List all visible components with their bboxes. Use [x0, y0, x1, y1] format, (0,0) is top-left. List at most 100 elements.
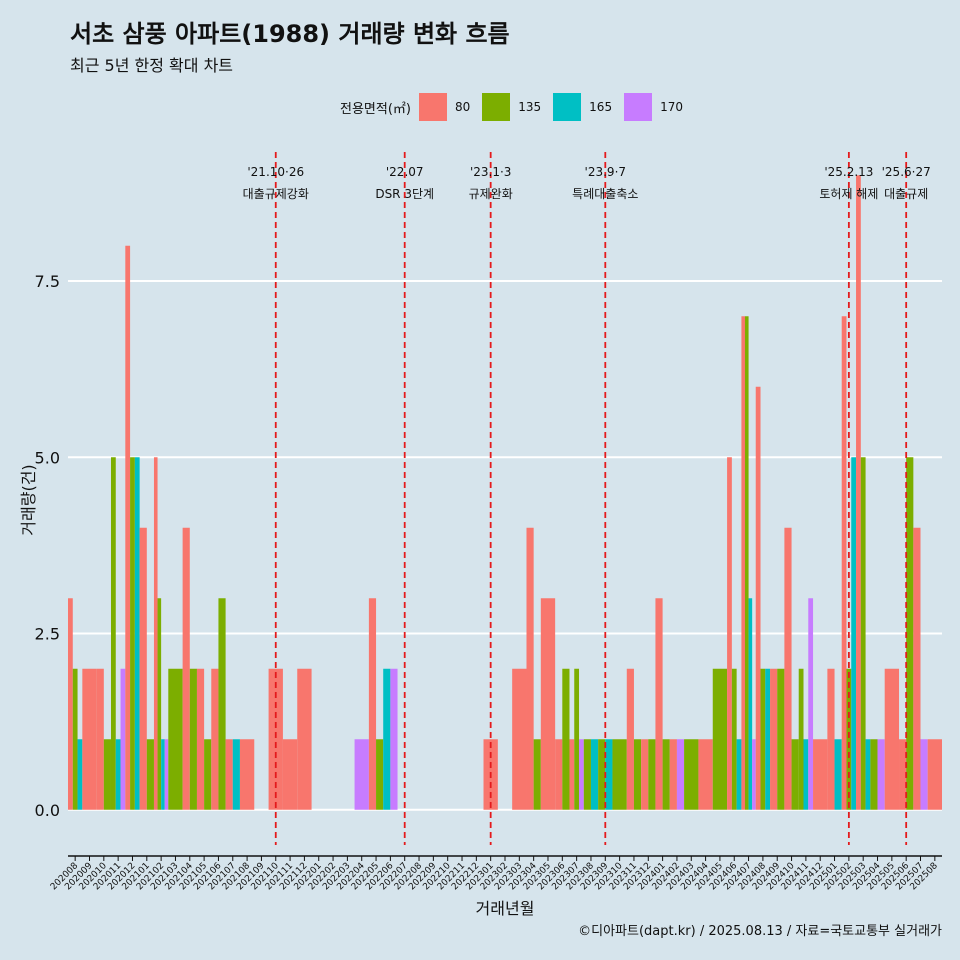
- annotation-date: '23.9·7: [585, 165, 626, 179]
- bar: [846, 668, 852, 810]
- bar: [562, 668, 570, 810]
- bar: [633, 739, 642, 810]
- bar: [731, 668, 737, 810]
- bar: [899, 739, 907, 810]
- bar: [82, 668, 97, 810]
- bar: [808, 598, 814, 810]
- bar: [368, 598, 377, 810]
- bar: [662, 739, 670, 810]
- bar: [583, 739, 591, 810]
- legend-title: 전용면적(㎡): [340, 101, 411, 117]
- chart-title: 서초 삼풍 아파트(1988) 거래량 변화 흐름: [70, 20, 510, 48]
- bar: [777, 668, 785, 810]
- bar: [834, 739, 842, 810]
- bar: [791, 739, 799, 810]
- legend-item-170: 170: [624, 93, 683, 121]
- bar: [96, 668, 104, 810]
- bar: [913, 527, 921, 810]
- bar: [526, 527, 534, 810]
- bar: [727, 457, 732, 810]
- bar: [189, 668, 197, 810]
- annotation-date: '21.10·26: [247, 165, 304, 179]
- bar: [161, 739, 165, 810]
- annotation-date: '23.1·3: [470, 165, 511, 179]
- bar: [860, 457, 866, 810]
- bar: [146, 739, 154, 810]
- legend-swatch-135: [482, 93, 511, 121]
- legend-swatch-80: [418, 93, 447, 121]
- legend-label-80: 80: [454, 100, 471, 114]
- bar: [533, 739, 541, 810]
- legend-label-165: 165: [589, 100, 613, 114]
- bar: [196, 668, 205, 810]
- bar: [641, 739, 649, 810]
- bar: [574, 668, 580, 810]
- chart-caption: ©디아파트(dapt.kr) / 2025.08.13 / 자료=국토교통부 실…: [578, 924, 942, 939]
- bar: [139, 527, 147, 810]
- bar: [72, 668, 78, 810]
- bar: [579, 739, 584, 810]
- bar: [182, 527, 190, 810]
- annotation-date: '25.6·27: [882, 165, 931, 179]
- bar: [168, 668, 183, 810]
- annotation-label: DSR 3단계: [375, 187, 434, 201]
- bar: [851, 457, 857, 810]
- bar: [239, 739, 255, 810]
- bar: [569, 739, 575, 810]
- bar: [741, 316, 745, 810]
- bar: [68, 598, 73, 810]
- bar: [798, 668, 804, 810]
- bar: [626, 668, 634, 810]
- bar: [120, 668, 126, 810]
- annotation-label: 토허제 해제: [819, 187, 878, 201]
- chart-subtitle: 최근 5년 한정 확대 차트: [70, 56, 234, 75]
- bar: [297, 668, 312, 810]
- bar: [755, 386, 761, 810]
- legend-swatch-165: [553, 93, 582, 121]
- bar: [669, 739, 677, 810]
- bar: [760, 668, 766, 810]
- bar: [103, 739, 111, 810]
- bar: [77, 739, 83, 810]
- bar: [877, 739, 885, 810]
- bar: [841, 316, 847, 810]
- bar: [884, 668, 900, 810]
- bar: [555, 739, 563, 810]
- bar: [390, 668, 398, 810]
- bar: [605, 739, 613, 810]
- bar: [225, 739, 233, 810]
- bar: [748, 598, 753, 810]
- legend-label-135: 135: [518, 100, 542, 114]
- legend-item-80: 80: [418, 93, 471, 121]
- bar: [827, 668, 835, 810]
- bar: [512, 668, 527, 810]
- bar: [736, 739, 742, 810]
- bar: [383, 668, 391, 810]
- bar: [752, 739, 756, 810]
- bar: [906, 457, 914, 810]
- bar: [130, 457, 135, 810]
- bar: [813, 739, 828, 810]
- annotation-label: 대출규제: [884, 187, 928, 201]
- annotation-label: 특례대출축소: [572, 187, 638, 201]
- bar: [770, 668, 778, 810]
- annotation-date: '22.07: [386, 165, 424, 179]
- legend-swatch-170: [624, 93, 653, 121]
- bar: [856, 175, 861, 810]
- x-axis-title: 거래년월: [476, 899, 535, 918]
- bar: [927, 739, 942, 810]
- bar: [920, 739, 928, 810]
- bar: [684, 739, 699, 810]
- y-axis-title: 거래량(건): [19, 464, 38, 535]
- bar: [268, 668, 283, 810]
- legend: 전용면적(㎡) 80 135 165 170: [340, 92, 695, 122]
- annotation-label: 대출규제강화: [243, 187, 309, 201]
- y-tick-label: 2.5: [35, 625, 60, 644]
- annotation-date: '25.2.13: [824, 165, 873, 179]
- y-tick-label: 7.5: [35, 272, 60, 291]
- bar: [211, 668, 219, 810]
- bar: [354, 739, 369, 810]
- bar: [164, 739, 169, 810]
- legend-item-135: 135: [482, 93, 541, 121]
